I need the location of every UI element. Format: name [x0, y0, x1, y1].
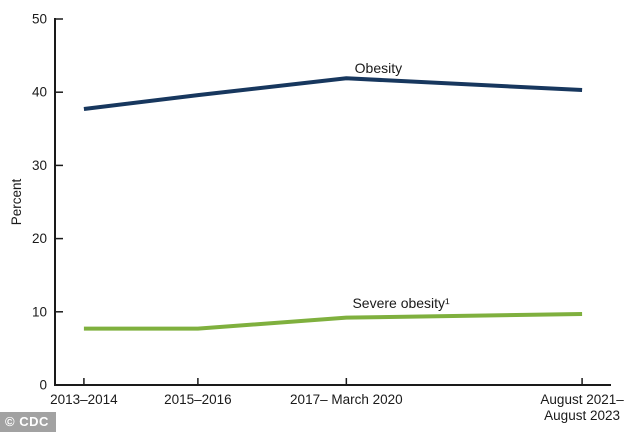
y-tick-label: 10 [32, 304, 47, 319]
cdc-watermark: © CDC [0, 412, 56, 432]
cdc-watermark-text: © CDC [5, 414, 49, 429]
y-axis-title: Percent [9, 178, 24, 225]
x-tick-label: 2013–2014 [50, 392, 118, 407]
series-label-obesity: Obesity [355, 60, 402, 76]
series-line-severe-obesity [83, 311, 583, 331]
y-tick-label: 30 [32, 158, 47, 173]
x-tick-label: 2015–2016 [164, 392, 232, 407]
y-tick-label: 50 [32, 12, 47, 27]
x-tick-label: 2017– March 2020 [290, 392, 403, 407]
series-line-obesity [83, 76, 583, 112]
x-tick-label: August 2021– August 2023 [540, 392, 624, 423]
y-tick-label: 0 [39, 378, 47, 393]
series-label-severe-obesity: Severe obesity¹ [352, 295, 450, 311]
y-tick-label: 20 [32, 231, 47, 246]
y-tick-label: 40 [32, 85, 47, 100]
